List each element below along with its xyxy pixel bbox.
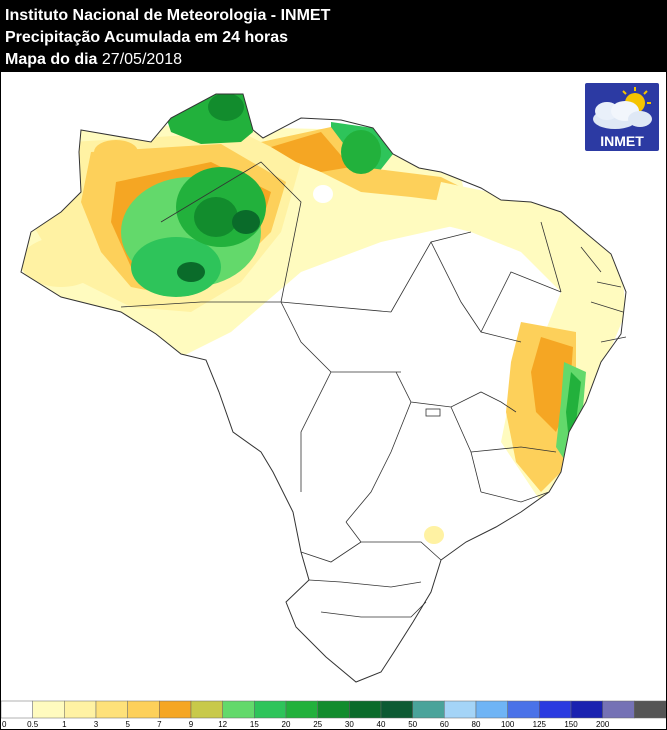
- precip-zone-amazon-dark3: [232, 210, 260, 234]
- precip-zone-para-dry: [313, 185, 333, 203]
- legend-tick-label: 150: [564, 720, 578, 729]
- legend-swatch: [127, 700, 160, 719]
- legend-tick-label: 25: [313, 720, 322, 729]
- legend-swatch: [349, 700, 382, 719]
- legend-tick-label: 5: [125, 720, 130, 729]
- precip-zone-acre-yellow: [21, 237, 101, 287]
- legend-swatch: [444, 700, 477, 719]
- legend-tick-label: 0: [2, 720, 7, 729]
- sun-cloud-icon: [593, 87, 652, 129]
- legend-swatch: [95, 700, 128, 719]
- legend-tick-label: 125: [533, 720, 547, 729]
- precipitation-legend: 0 0.5 1 3 5 7 9 12 15 20 25 30 40 50 60 80 100 125 150 200: [1, 700, 666, 729]
- legend-tick-label: 1: [62, 720, 67, 729]
- brazil-map: [20, 93, 627, 683]
- legend-swatch: [1, 700, 33, 719]
- legend-tick-label: 30: [345, 720, 354, 729]
- legend-tick-label: 15: [250, 720, 259, 729]
- precipitation-map: [1, 72, 666, 700]
- legend-tick-label: 3: [94, 720, 99, 729]
- precip-zone-roraima-dark: [208, 94, 244, 121]
- precip-zone-north-orange-spot: [94, 140, 138, 164]
- precip-zone-amazon-green2: [131, 237, 221, 297]
- legend-tick-label: 50: [408, 720, 417, 729]
- precip-zone-south-spot: [424, 526, 444, 544]
- map-date-line: Mapa do dia 27/05/2018: [5, 50, 182, 70]
- legend-tick-label: 7: [157, 720, 162, 729]
- legend-tick-label: 12: [218, 720, 227, 729]
- legend-swatch: [412, 700, 445, 719]
- precip-zone-amapa-green: [341, 130, 381, 174]
- precip-zone-amazon-dark1: [194, 197, 238, 237]
- legend-swatch: [254, 700, 287, 719]
- legend-tick-label: 80: [472, 720, 481, 729]
- legend-tick-label: 0.5: [27, 720, 39, 729]
- legend-tick-label: 20: [282, 720, 291, 729]
- legend-swatch: [32, 700, 65, 719]
- map-header: Instituto Nacional de Meteorologia - INM…: [0, 0, 667, 72]
- inmet-logo-text: INMET: [600, 133, 644, 149]
- legend-tick-label: 200: [596, 720, 610, 729]
- legend-swatch: [190, 700, 223, 719]
- legend-swatch: [222, 700, 255, 719]
- precip-zone-para-coast-orange: [271, 132, 351, 172]
- legend-swatch: [64, 700, 97, 719]
- map-date-label: Mapa do dia: [5, 51, 102, 68]
- legend-swatch: [285, 700, 318, 719]
- legend-swatch: [539, 700, 572, 719]
- legend-swatch: [634, 700, 666, 719]
- legend-swatch: [602, 700, 635, 719]
- map-date: 27/05/2018: [101, 51, 182, 68]
- legend-tick-label: 100: [501, 720, 515, 729]
- precipitation-field: [21, 94, 626, 682]
- state-borders: [20, 93, 627, 683]
- precip-zone-bahia-dark: [566, 372, 581, 442]
- inmet-logo: INMET: [585, 83, 659, 151]
- legend-swatch: [317, 700, 350, 719]
- legend-swatch: [507, 700, 540, 719]
- legend-colorbar: 0 0.5 1 3 5 7 9 12 15 20 25 30 40 50 60 80 100 125 150 200: [1, 700, 666, 729]
- legend-swatch: [380, 700, 413, 719]
- legend-swatch: [159, 700, 192, 719]
- institute-title: Instituto Nacional de Meteorologia - INM…: [5, 7, 331, 24]
- legend-tick-label: 40: [377, 720, 386, 729]
- legend-tick-label: 60: [440, 720, 449, 729]
- legend-tick-label: 9: [189, 720, 194, 729]
- map-subtitle: Precipitação Acumulada em 24 horas: [5, 29, 289, 46]
- precip-zone-amazon-dark2: [177, 262, 205, 282]
- legend-swatch: [475, 700, 508, 719]
- legend-swatch: [570, 700, 603, 719]
